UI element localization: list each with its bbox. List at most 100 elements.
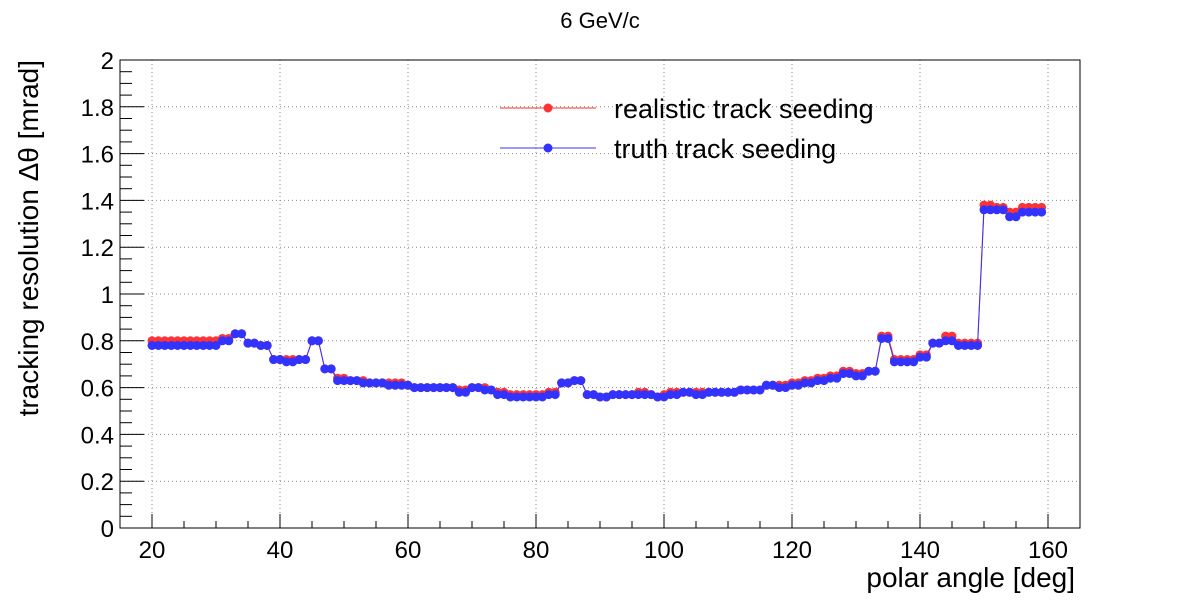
series-1-point bbox=[467, 383, 477, 393]
series-1-point bbox=[883, 333, 893, 343]
series-1-point bbox=[326, 364, 336, 374]
series-1-point bbox=[1024, 207, 1034, 217]
x-axis-title: polar angle [deg] bbox=[866, 562, 1075, 593]
series-1-point bbox=[838, 369, 848, 379]
series-1-point bbox=[877, 333, 887, 343]
y-tick-label: 1 bbox=[101, 282, 114, 309]
y-axis: 0 0.2 0.4 0.6 0.8 1 1.2 1.4 1.6 1.8 2 bbox=[81, 48, 144, 543]
series-1-point bbox=[813, 376, 823, 386]
series-1-point bbox=[333, 376, 343, 386]
series-1-point bbox=[928, 338, 938, 348]
series-1-point bbox=[531, 392, 541, 402]
series-1-point bbox=[409, 383, 419, 393]
series-1-point bbox=[941, 336, 951, 346]
y-tick-label: 1.4 bbox=[81, 188, 114, 215]
series-1-point bbox=[608, 390, 618, 400]
series-1-point bbox=[742, 385, 752, 395]
series-1-point bbox=[621, 390, 631, 400]
series-1-point bbox=[480, 385, 490, 395]
series-1-point bbox=[281, 357, 291, 367]
series-1-point bbox=[486, 385, 496, 395]
series-1-point bbox=[755, 385, 765, 395]
series-1-point bbox=[448, 383, 458, 393]
series-1-point bbox=[653, 392, 663, 402]
x-tick-label: 140 bbox=[900, 537, 940, 564]
x-tick-label: 160 bbox=[1028, 537, 1068, 564]
series-1-point bbox=[160, 340, 170, 350]
series-1-point bbox=[416, 383, 426, 393]
y-axis-title: tracking resolution Δθ [mrad] bbox=[13, 60, 44, 416]
series-1-point bbox=[1011, 212, 1021, 222]
y-tick-label: 0.8 bbox=[81, 329, 114, 356]
x-tick-label: 120 bbox=[772, 537, 812, 564]
series-1-point bbox=[678, 387, 688, 397]
series-1-point bbox=[505, 392, 515, 402]
series-1-point bbox=[294, 355, 304, 365]
series-1-point bbox=[390, 380, 400, 390]
series-1-point bbox=[1037, 207, 1047, 217]
series-1-point bbox=[441, 383, 451, 393]
y-tick-label: 0 bbox=[101, 516, 114, 543]
series-1-point bbox=[269, 355, 279, 365]
series-1-point bbox=[902, 357, 912, 367]
series-line-0 bbox=[152, 204, 1042, 398]
series-1-point bbox=[358, 378, 368, 388]
series-1-point bbox=[627, 390, 637, 400]
series-1-point bbox=[397, 380, 407, 390]
series-1-point bbox=[320, 364, 330, 374]
series-1-point bbox=[909, 357, 919, 367]
x-tick-label: 100 bbox=[644, 537, 684, 564]
series-1-point bbox=[1005, 212, 1015, 222]
series-1-point bbox=[1017, 207, 1027, 217]
series-1-point bbox=[749, 385, 759, 395]
x-axis: 20 40 60 80 100 120 140 160 bbox=[119, 514, 1081, 564]
y-tick-label: 0.6 bbox=[81, 376, 114, 403]
series-1-point bbox=[371, 378, 381, 388]
series-1-point bbox=[339, 376, 349, 386]
series-1-point bbox=[544, 390, 554, 400]
series-1-point bbox=[787, 380, 797, 390]
series-1-point bbox=[429, 383, 439, 393]
legend-marker-realistic bbox=[543, 103, 553, 113]
series-1-point bbox=[435, 383, 445, 393]
series-1-point bbox=[345, 376, 355, 386]
series-1-point bbox=[454, 387, 464, 397]
x-tick-label: 60 bbox=[395, 537, 422, 564]
x-tick-label: 40 bbox=[267, 537, 294, 564]
series-1-point bbox=[864, 366, 874, 376]
series-1-point bbox=[915, 352, 925, 362]
series-1-point bbox=[205, 340, 215, 350]
series-1-point bbox=[518, 392, 528, 402]
y-tick-label: 0.2 bbox=[81, 469, 114, 496]
series-1-point bbox=[147, 340, 157, 350]
y-tick-label: 0.4 bbox=[81, 422, 114, 449]
series-1-point bbox=[665, 390, 675, 400]
series-1-point bbox=[979, 205, 989, 215]
series-1-point bbox=[461, 387, 471, 397]
series-1-point bbox=[384, 380, 394, 390]
series-1-point bbox=[192, 340, 202, 350]
series-1-point bbox=[691, 390, 701, 400]
series-1-point bbox=[256, 340, 266, 350]
series-1-point bbox=[992, 205, 1002, 215]
series-1-point bbox=[736, 385, 746, 395]
series-1-point bbox=[857, 371, 867, 381]
series-1-point bbox=[525, 392, 535, 402]
x-tick-label: 20 bbox=[139, 537, 166, 564]
series-1-point bbox=[262, 340, 272, 350]
series-1-point bbox=[723, 387, 733, 397]
series-1-point bbox=[582, 390, 592, 400]
series-1-point bbox=[717, 387, 727, 397]
series-1-point bbox=[870, 366, 880, 376]
series-1-point bbox=[953, 340, 963, 350]
legend-label-truth: truth track seeding bbox=[614, 134, 836, 164]
series-1-point bbox=[224, 336, 234, 346]
series-1-point bbox=[761, 380, 771, 390]
series-1-point bbox=[550, 390, 560, 400]
series-line-1 bbox=[152, 209, 1042, 398]
series-1-point bbox=[576, 376, 586, 386]
series-1-point bbox=[710, 387, 720, 397]
series-1-point bbox=[704, 387, 714, 397]
series-1-point bbox=[595, 392, 605, 402]
